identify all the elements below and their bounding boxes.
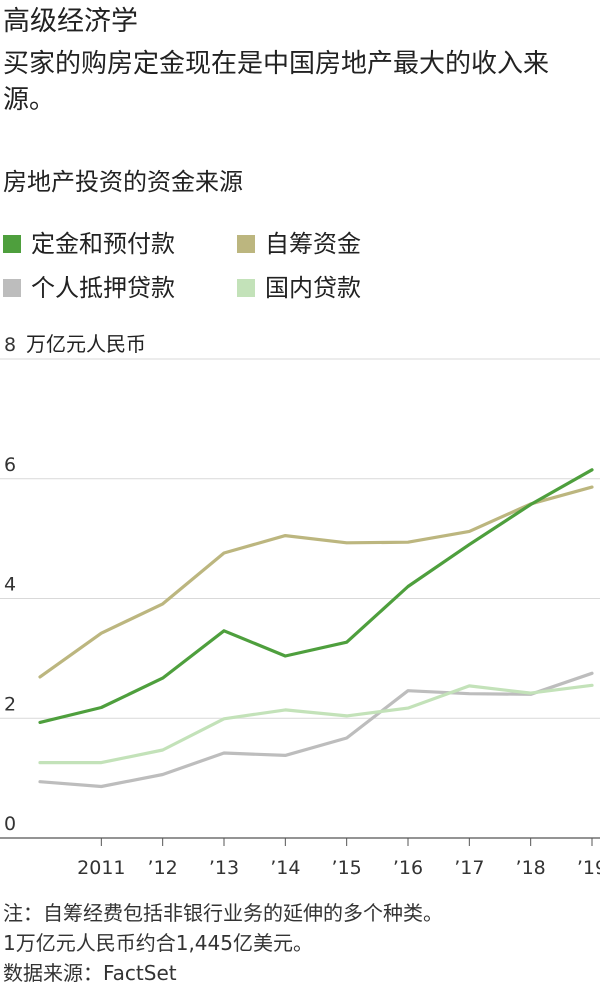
x-tick-label: ’16 — [393, 857, 423, 879]
kicker: 高级经济学 — [3, 6, 138, 37]
legend-item: 定金和预付款 — [3, 228, 175, 260]
legend-item: 自筹资金 — [237, 228, 361, 260]
legend-swatch — [3, 279, 21, 297]
x-tick-label: ’19 — [577, 857, 600, 879]
legend-item: 个人抵押贷款 — [3, 272, 175, 304]
legend-label: 自筹资金 — [265, 230, 361, 258]
series-line — [38, 485, 594, 679]
note-line: 注：自筹经费包括非银行业务的延伸的多个种类。 — [3, 901, 443, 925]
series-line — [38, 671, 594, 789]
x-tick-label: 2011 — [77, 857, 125, 879]
chart-notes: 注：自筹经费包括非银行业务的延伸的多个种类。 1万亿元人民币约合1,445亿美元… — [3, 898, 597, 988]
x-tick-label: ’12 — [148, 857, 178, 879]
x-tick-label: ’18 — [516, 857, 546, 879]
legend-label: 国内贷款 — [265, 274, 361, 302]
headline: 买家的购房定金现在是中国房地产最大的收入来源。 — [3, 49, 550, 115]
series-line — [38, 683, 594, 765]
legend-swatch — [3, 235, 21, 253]
series-line — [38, 468, 594, 724]
legend-swatch — [237, 235, 255, 253]
y-tick-label: 2 — [4, 693, 16, 715]
y-tick-label: 0 — [4, 813, 16, 835]
y-tick-label: 8 — [4, 334, 16, 356]
legend-label: 个人抵押贷款 — [31, 274, 175, 302]
note-line: 1万亿元人民币约合1,445亿美元。 — [3, 931, 313, 955]
legend-swatch — [237, 279, 255, 297]
legend-label: 定金和预付款 — [31, 230, 175, 258]
y-tick-label: 6 — [4, 454, 16, 476]
x-tick-label: ’15 — [332, 857, 362, 879]
y-tick-label: 4 — [4, 574, 16, 596]
legend-item: 国内贷款 — [237, 272, 361, 304]
chart-subtitle: 房地产投资的资金来源 — [3, 168, 243, 196]
x-tick-label: ’14 — [270, 857, 300, 879]
y-axis-unit-label: 万亿元人民币 — [26, 332, 146, 356]
x-tick-label: ’13 — [209, 857, 239, 879]
note-line: 数据来源：FactSet — [3, 961, 177, 985]
x-tick-label: ’17 — [454, 857, 484, 879]
line-chart: 0 2 4 6 8 万亿元人民币 2011 ’12 ’13 ’14 ’15 ’16 ’17 ’18 ’19 — [0, 332, 600, 879]
